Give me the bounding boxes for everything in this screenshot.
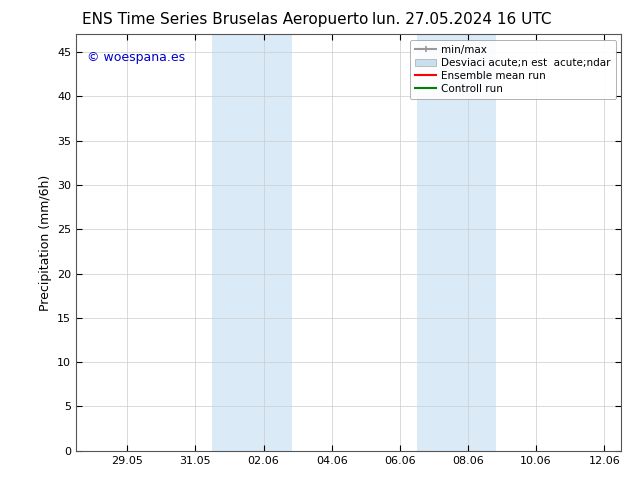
Bar [417,34,496,451]
Text: ENS Time Series Bruselas Aeropuerto: ENS Time Series Bruselas Aeropuerto [82,12,369,27]
Y-axis label: Precipitation (mm/6h): Precipitation (mm/6h) [39,174,51,311]
Text: © woespana.es: © woespana.es [87,51,185,64]
Bar [212,34,292,451]
Legend: min/max, Desviaci acute;n est  acute;ndar, Ensemble mean run, Controll run: min/max, Desviaci acute;n est acute;ndar… [410,40,616,99]
Text: lun. 27.05.2024 16 UTC: lun. 27.05.2024 16 UTC [372,12,552,27]
